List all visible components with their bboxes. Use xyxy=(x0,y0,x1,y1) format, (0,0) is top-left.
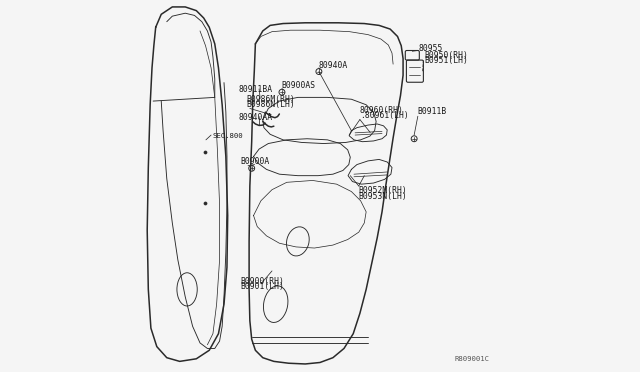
Text: .80961(LH): .80961(LH) xyxy=(360,111,408,120)
Text: B0901(LH): B0901(LH) xyxy=(241,282,285,291)
Text: B0953N(LH): B0953N(LH) xyxy=(359,192,408,201)
Text: 80911BA: 80911BA xyxy=(239,85,273,94)
Text: 80960(RH): 80960(RH) xyxy=(360,106,404,115)
Text: B0986M(RH): B0986M(RH) xyxy=(246,95,295,104)
Text: 80940A: 80940A xyxy=(318,61,348,70)
Text: B0951(LH): B0951(LH) xyxy=(424,57,468,65)
Text: 80955: 80955 xyxy=(419,44,444,53)
Text: B0952M(RH): B0952M(RH) xyxy=(359,186,408,195)
Text: B0911B: B0911B xyxy=(418,107,447,116)
Text: B0900A: B0900A xyxy=(241,157,270,166)
Text: B0950(RH): B0950(RH) xyxy=(424,51,468,60)
Text: SEC.800: SEC.800 xyxy=(213,133,244,139)
Text: B0986N(LH): B0986N(LH) xyxy=(246,100,295,109)
Text: 80940AA: 80940AA xyxy=(239,113,273,122)
Text: B0900(RH): B0900(RH) xyxy=(241,277,285,286)
Text: R809001C: R809001C xyxy=(455,356,490,362)
Text: B0900AS: B0900AS xyxy=(281,81,316,90)
